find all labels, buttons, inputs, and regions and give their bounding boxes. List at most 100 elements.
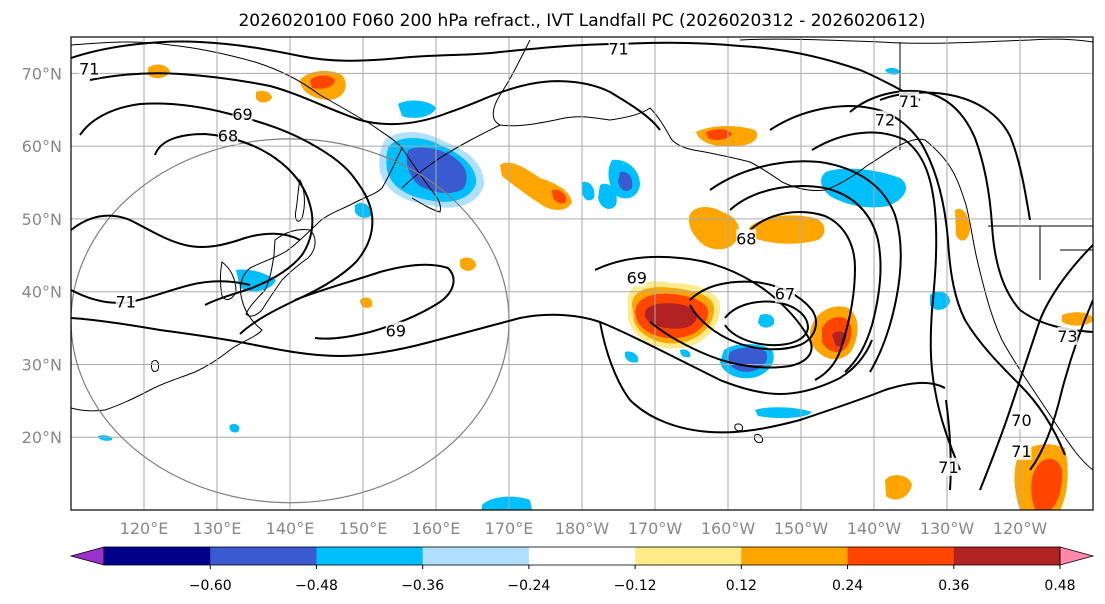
- lon-tick-label: 120°E: [120, 519, 169, 538]
- contour-label-bg: [774, 284, 795, 303]
- contour-label: 71: [79, 60, 99, 79]
- positive-anomaly: [256, 90, 272, 103]
- negative-anomaly: [398, 100, 436, 118]
- negative-anomaly: [406, 147, 467, 194]
- colorbar: −0.60 −0.48 −0.36 −0.24 −0.12 0.12 0.24 0.36 0.4…: [69, 546, 1095, 594]
- colorbar-tick-label: −0.24: [507, 578, 550, 594]
- positive-anomaly: [148, 64, 170, 79]
- map-frame: [70, 36, 1094, 511]
- negative-anomaly: [229, 423, 240, 433]
- positive-anomaly: [310, 75, 335, 89]
- contour-68-asia: [154, 132, 314, 306]
- shaded-anomalies: [98, 64, 1093, 510]
- colorbar-tick-label: 0.36: [938, 578, 969, 594]
- contour-68-loop: [749, 211, 857, 381]
- colorbar-tick-label: −0.60: [189, 578, 232, 594]
- positive-anomaly: [885, 475, 912, 500]
- lon-tick-label: 140°E: [266, 519, 315, 538]
- positive-anomaly: [644, 303, 697, 329]
- coastline-sakhalin: [295, 178, 305, 222]
- contour-71-wave: [71, 280, 251, 304]
- contour-69-loop: [729, 185, 882, 373]
- coastline-hawaii: [734, 423, 743, 432]
- colorbar-segment: [316, 547, 424, 565]
- colorbar-segment: [741, 547, 849, 565]
- contour-label: 67: [775, 285, 795, 304]
- contour-71-west: [1029, 299, 1093, 471]
- contour-label: 71: [1011, 442, 1031, 461]
- negative-anomaly: [598, 183, 617, 209]
- positive-anomaly: [706, 129, 732, 141]
- colorbar-tick-label: −0.12: [614, 578, 657, 594]
- coastline-arctic: [739, 38, 1093, 44]
- contour-label: 68: [736, 229, 756, 248]
- lat-tick-label: 70°N: [22, 64, 62, 83]
- graticule: [71, 37, 1093, 510]
- contour-label-bg: [115, 292, 136, 311]
- contour-label: 68: [218, 127, 238, 146]
- colorbar-tick-label: 0.12: [726, 578, 757, 594]
- contour-label-bg: [736, 229, 757, 248]
- coastline-korea: [220, 261, 237, 300]
- contour-71-north: [71, 40, 921, 101]
- colorbar-tick-label: 0.24: [832, 578, 863, 594]
- positive-anomaly: [1062, 312, 1093, 326]
- contour-70-west: [979, 244, 1093, 491]
- contour-71-south: [945, 399, 952, 491]
- positive-anomaly: [552, 189, 567, 204]
- coastline-alaska: [492, 39, 1093, 471]
- negative-anomaly: [755, 407, 812, 419]
- lon-tick-label: 180°W: [555, 519, 610, 538]
- negative-anomaly: [236, 269, 276, 292]
- coastline-hawaii-2: [754, 434, 763, 443]
- coastline-aleutians: [401, 124, 501, 189]
- colorbar-frame: [103, 546, 1061, 566]
- contour-70-pacific: [71, 313, 873, 396]
- contour-69-asia: [79, 102, 374, 335]
- contour-label: 71: [938, 458, 958, 477]
- negative-anomaly: [680, 349, 691, 358]
- contour-67-east: [724, 300, 810, 347]
- figure-title: 2026020100 F060 200 hPa refract., IVT La…: [238, 11, 925, 31]
- contour-70-loop: [709, 160, 902, 373]
- contour-label-bg: [232, 104, 253, 123]
- contour-label-bg: [874, 110, 895, 129]
- contour-label: 69: [627, 269, 647, 288]
- lon-tick-label: 120°W: [993, 519, 1048, 538]
- contour-70-south: [599, 321, 946, 434]
- colorbar-tick-label: −0.36: [401, 578, 444, 594]
- contour-69-pacific: [294, 263, 455, 340]
- contour-label: 71: [899, 92, 919, 111]
- negative-anomaly: [758, 314, 775, 328]
- contour-70-north: [89, 72, 661, 131]
- negative-anomaly: [618, 171, 633, 191]
- contour-label-bg: [79, 59, 100, 78]
- negative-anomaly: [582, 181, 595, 201]
- colorbar-segment: [104, 547, 211, 565]
- coastline-taiwan: [151, 359, 159, 373]
- contour-68-east: [689, 280, 817, 351]
- colorbar-segment: [422, 547, 530, 565]
- contour-label-bg: [1057, 326, 1078, 345]
- negative-anomaly: [930, 291, 950, 310]
- positive-anomaly: [1031, 458, 1063, 510]
- contour-label: 69: [386, 322, 406, 341]
- lon-tick-label: 160°E: [412, 519, 461, 538]
- negative-anomaly: [624, 351, 639, 363]
- contour-label: 72: [875, 111, 895, 130]
- colorbar-segment: [210, 547, 317, 565]
- negative-anomaly: [98, 435, 113, 441]
- contour-label: 70: [1011, 411, 1031, 430]
- contour-label-bg: [217, 126, 238, 145]
- colorbar-segment: [847, 547, 955, 565]
- lon-tick-label: 170°W: [628, 519, 683, 538]
- contour-label-bg: [1011, 411, 1032, 430]
- contour-label-bg: [626, 268, 647, 287]
- lon-tick-label: 150°E: [339, 519, 388, 538]
- contour-73-loop: [849, 89, 1093, 333]
- contour-72-loop: [769, 105, 1066, 456]
- colorbar-segment: [635, 547, 742, 565]
- positive-anomaly: [688, 206, 740, 250]
